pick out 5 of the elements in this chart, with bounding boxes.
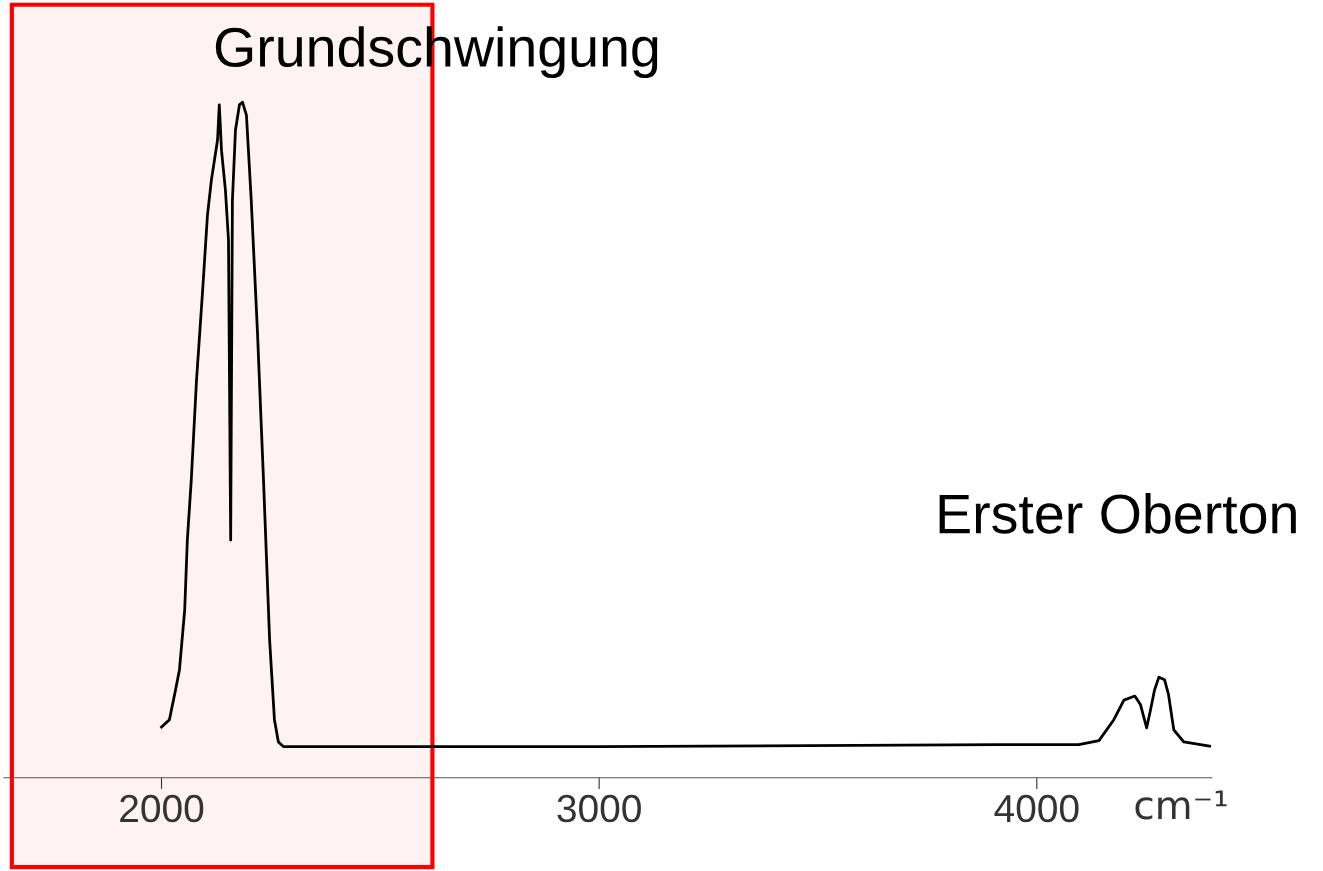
x-tick-label: 4000: [994, 794, 1079, 823]
annotation: Erster Oberton: [939, 492, 1296, 534]
x-tick-label: 3000: [557, 794, 641, 823]
x-axis-title: cm⁻¹: [1135, 790, 1227, 820]
x-tick-label: 2000: [120, 794, 204, 823]
